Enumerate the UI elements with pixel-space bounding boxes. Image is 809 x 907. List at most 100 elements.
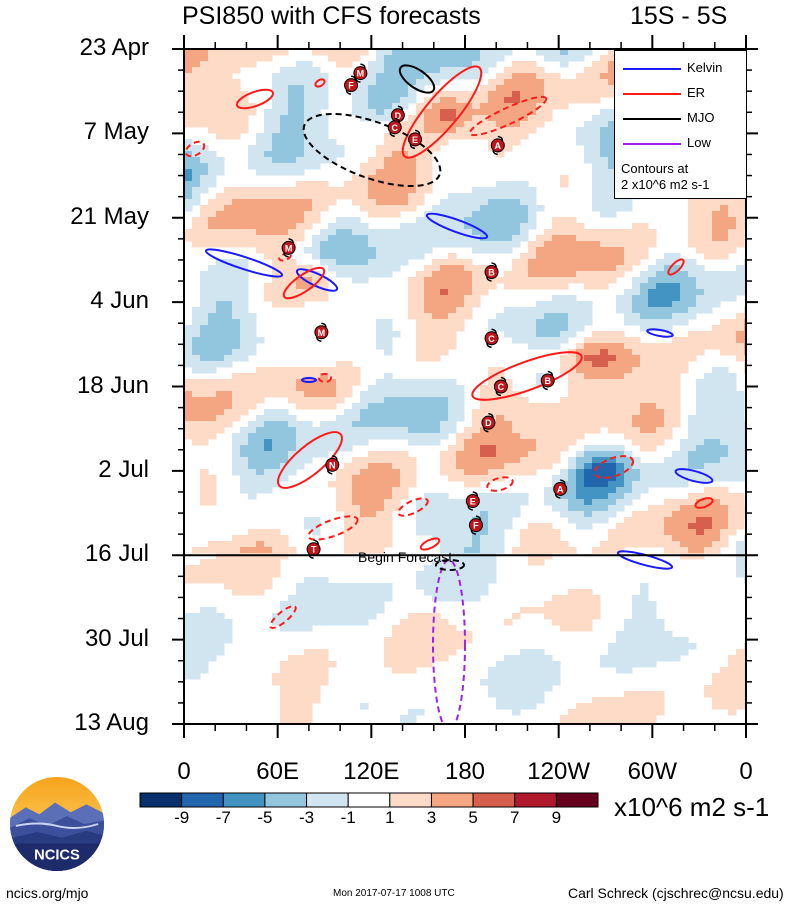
heat-cell bbox=[584, 457, 593, 464]
heat-cell bbox=[544, 541, 553, 548]
heat-cell bbox=[296, 427, 305, 434]
heat-cell bbox=[576, 373, 585, 380]
heat-cell bbox=[216, 55, 225, 62]
heat-cell bbox=[264, 217, 273, 224]
heat-cell bbox=[480, 409, 489, 416]
heat-cell bbox=[264, 421, 273, 428]
heat-cell bbox=[520, 133, 529, 140]
heat-cell bbox=[552, 661, 561, 668]
heat-cell bbox=[656, 271, 665, 278]
heat-cell bbox=[696, 523, 705, 530]
heat-cell bbox=[224, 385, 233, 392]
heat-cell bbox=[712, 277, 721, 284]
heat-cell bbox=[448, 547, 457, 554]
heat-cell bbox=[624, 229, 633, 236]
heat-cell bbox=[392, 493, 401, 500]
heat-cell bbox=[320, 379, 329, 386]
heat-cell bbox=[600, 697, 609, 704]
heat-cell bbox=[488, 379, 497, 386]
heat-cell bbox=[408, 67, 417, 74]
heat-cell bbox=[672, 415, 681, 422]
heat-cell bbox=[384, 379, 393, 386]
heat-cell bbox=[208, 319, 217, 326]
heat-cell bbox=[416, 577, 425, 584]
heat-cell bbox=[504, 457, 513, 464]
heat-cell bbox=[528, 115, 537, 122]
heat-cell bbox=[616, 367, 625, 374]
heat-cell bbox=[632, 661, 641, 668]
heat-cell bbox=[304, 61, 313, 68]
heat-cell bbox=[192, 649, 201, 656]
heat-cell bbox=[656, 529, 665, 536]
x-tick-label: 120W bbox=[527, 758, 591, 785]
heat-cell bbox=[512, 313, 521, 320]
heat-cell bbox=[600, 397, 609, 404]
heat-cell bbox=[592, 277, 601, 284]
heat-cell bbox=[496, 685, 505, 692]
heat-cell bbox=[352, 523, 361, 530]
heat-cell bbox=[600, 181, 609, 188]
heat-cell bbox=[656, 307, 665, 314]
heat-cell bbox=[568, 409, 577, 416]
heat-cell bbox=[696, 229, 705, 236]
heat-cell bbox=[256, 151, 265, 158]
heat-cell bbox=[728, 451, 737, 458]
heat-cell bbox=[576, 325, 585, 332]
heat-cell bbox=[272, 295, 281, 302]
colorbar-swatch bbox=[139, 792, 183, 808]
heat-cell bbox=[208, 67, 217, 74]
heat-cell bbox=[240, 319, 249, 326]
heat-cell bbox=[232, 439, 241, 446]
heat-cell bbox=[368, 397, 377, 404]
heat-cell bbox=[544, 601, 553, 608]
heat-cell bbox=[352, 463, 361, 470]
heat-cell bbox=[264, 385, 273, 392]
heat-cell bbox=[688, 529, 697, 536]
heat-cell bbox=[424, 235, 433, 242]
heat-cell bbox=[720, 511, 729, 518]
heat-cell bbox=[736, 283, 745, 290]
heat-cell bbox=[600, 511, 609, 518]
heat-cell bbox=[720, 247, 729, 254]
heat-cell bbox=[448, 283, 457, 290]
heat-cell bbox=[296, 289, 305, 296]
heat-cell bbox=[288, 619, 297, 626]
heat-cell bbox=[584, 445, 593, 452]
heat-cell bbox=[192, 427, 201, 434]
y-tick-label: 13 Aug bbox=[74, 709, 149, 736]
heat-cell bbox=[208, 223, 217, 230]
heat-cell bbox=[456, 199, 465, 206]
heat-cell bbox=[408, 475, 417, 482]
heat-cell bbox=[584, 601, 593, 608]
heat-cell bbox=[296, 367, 305, 374]
heat-cell bbox=[664, 391, 673, 398]
heat-cell bbox=[328, 661, 337, 668]
heat-cell bbox=[200, 643, 209, 650]
heat-cell bbox=[216, 241, 225, 248]
heat-cell bbox=[312, 391, 321, 398]
heat-cell bbox=[296, 457, 305, 464]
heat-cell bbox=[352, 271, 361, 278]
storm-marker: C bbox=[484, 328, 499, 349]
heat-cell bbox=[328, 391, 337, 398]
storm-dot bbox=[353, 66, 368, 81]
heat-cell bbox=[544, 493, 553, 500]
heat-cell bbox=[344, 487, 353, 494]
heat-cell bbox=[200, 385, 209, 392]
heat-cell bbox=[376, 73, 385, 80]
heat-cell bbox=[280, 439, 289, 446]
colorbar-swatch bbox=[181, 792, 224, 808]
heat-cell bbox=[336, 385, 345, 392]
heat-cell bbox=[376, 325, 385, 332]
heat-cell bbox=[320, 661, 329, 668]
heat-cell bbox=[408, 481, 417, 488]
heat-cell bbox=[424, 331, 433, 338]
heat-cell bbox=[408, 469, 417, 476]
heat-cell bbox=[200, 409, 209, 416]
heat-cell bbox=[608, 481, 617, 488]
heat-cell bbox=[688, 199, 697, 206]
heat-cell bbox=[688, 535, 697, 542]
heat-cell bbox=[256, 535, 265, 542]
heat-cell bbox=[688, 307, 697, 314]
heat-cell bbox=[408, 625, 417, 632]
